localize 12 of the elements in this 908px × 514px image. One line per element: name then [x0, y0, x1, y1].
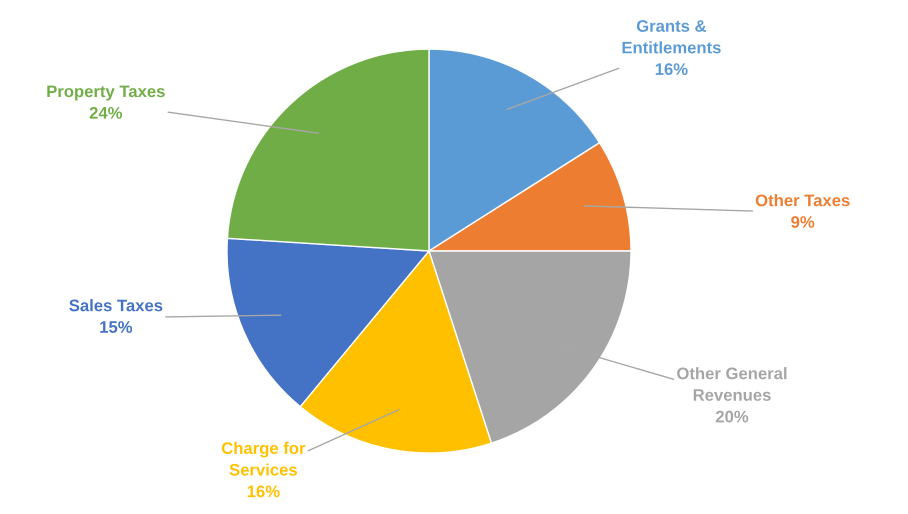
- data-label: 15%: [100, 321, 132, 333]
- data-label: 16%: [248, 485, 280, 498]
- slice-label: Grants & Entitlements: [622, 20, 721, 54]
- slice-label: Other Taxes: [756, 194, 850, 206]
- slice-label: Other General Revenues: [677, 367, 786, 401]
- slice-label: Sales Taxes: [69, 299, 162, 312]
- data-label: 9%: [791, 216, 814, 228]
- data-label: 16%: [656, 63, 688, 76]
- slice-label: Charge for Services: [222, 442, 306, 476]
- data-label: 24%: [90, 107, 122, 119]
- data-label: 20%: [716, 410, 748, 422]
- slice-label: Property Taxes: [47, 86, 165, 101]
